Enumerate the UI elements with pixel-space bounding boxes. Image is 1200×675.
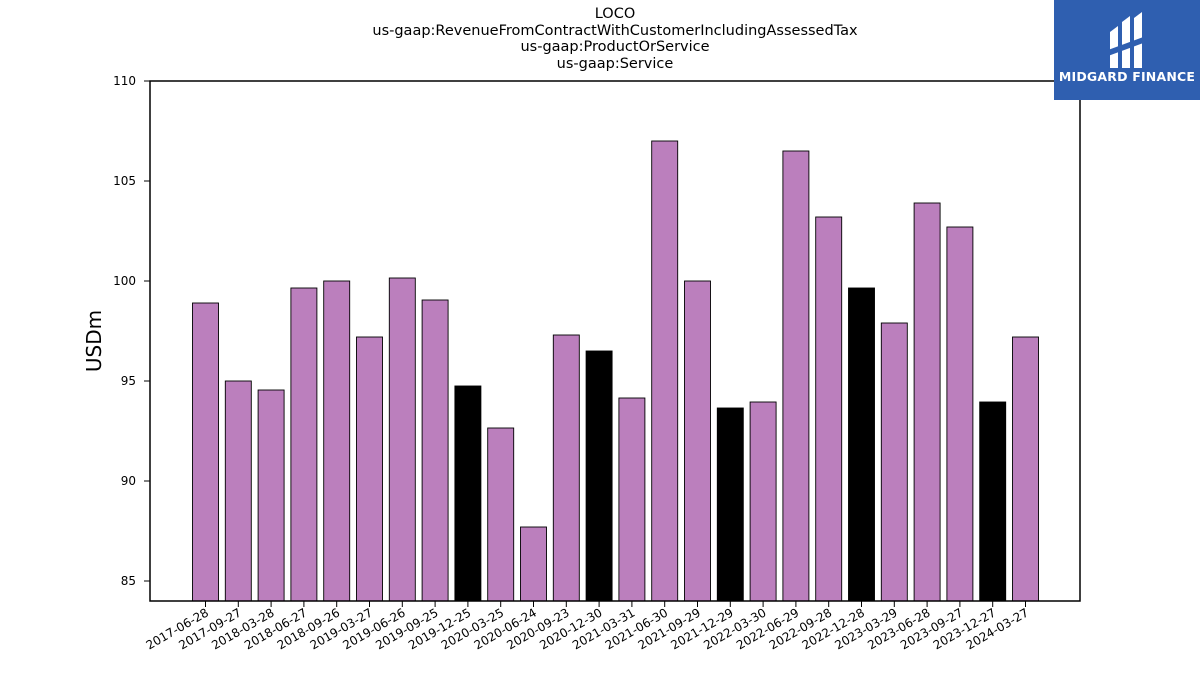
- bar-2017-06-28: [192, 302, 219, 602]
- bar-2019-09-25: [421, 299, 449, 602]
- y-axis: 85 90 95 100 105 110: [113, 74, 150, 588]
- bar-2019-12-25: [454, 385, 482, 602]
- bar-2018-03-28: [257, 389, 285, 602]
- chart-title-line-2: us-gaap:RevenueFromContractWithCustomerI…: [372, 22, 858, 39]
- bar-2021-03-31: [618, 397, 646, 602]
- bar-2021-09-29: [684, 280, 711, 602]
- bar-2023-03-29: [880, 322, 908, 602]
- y-axis-label: USDm: [82, 310, 106, 372]
- bar-2023-09-27: [946, 226, 974, 602]
- bar-2020-03-25: [487, 427, 515, 602]
- bar-2018-06-27: [290, 287, 318, 602]
- bar-2020-09-23: [552, 334, 580, 602]
- bar-2022-09-28: [815, 216, 843, 602]
- logo-text: MIDGARD FINANCE: [1058, 69, 1196, 84]
- bar-2017-09-27: [224, 380, 252, 602]
- y-tick-label: 85: [121, 574, 136, 588]
- chart-title-line-3: us-gaap:ProductOrService: [520, 39, 710, 55]
- chart-title: LOCO us-gaap:RevenueFromContractWithCust…: [150, 6, 1080, 72]
- bar-2024-03-27: [1012, 336, 1039, 602]
- bars-group: [192, 140, 1039, 602]
- y-tick-label: 90: [121, 474, 136, 488]
- bar-2020-06-24: [520, 526, 547, 602]
- bar-2022-03-30: [749, 401, 777, 602]
- bar-2019-03-27: [356, 336, 383, 602]
- y-tick-label: 95: [121, 374, 136, 388]
- bar-2023-06-28: [913, 202, 941, 602]
- chart-title-line-1: LOCO: [594, 6, 636, 22]
- bar-2021-12-29: [716, 407, 744, 602]
- chart-title-line-4: us-gaap:Service: [556, 55, 674, 72]
- bar-2018-09-26: [323, 280, 351, 602]
- bar-2021-06-30: [651, 140, 679, 602]
- y-tick-label: 105: [113, 174, 136, 188]
- y-tick-label: 100: [113, 274, 136, 288]
- y-tick-label: 110: [113, 74, 136, 88]
- midgard-finance-logo: MIDGARD FINANCE: [1054, 0, 1200, 100]
- bar-2023-12-27: [979, 401, 1007, 602]
- midgard-logo-icon: [1108, 12, 1146, 68]
- bar-2022-12-28: [848, 287, 875, 602]
- bar-2022-06-29: [782, 150, 810, 602]
- plot-frame: [149, 80, 1081, 602]
- bar-2019-06-26: [388, 277, 416, 602]
- bar-2020-12-30: [585, 350, 613, 602]
- x-axis: 2017-06-282017-09-272018-03-282018-06-27…: [144, 601, 1031, 652]
